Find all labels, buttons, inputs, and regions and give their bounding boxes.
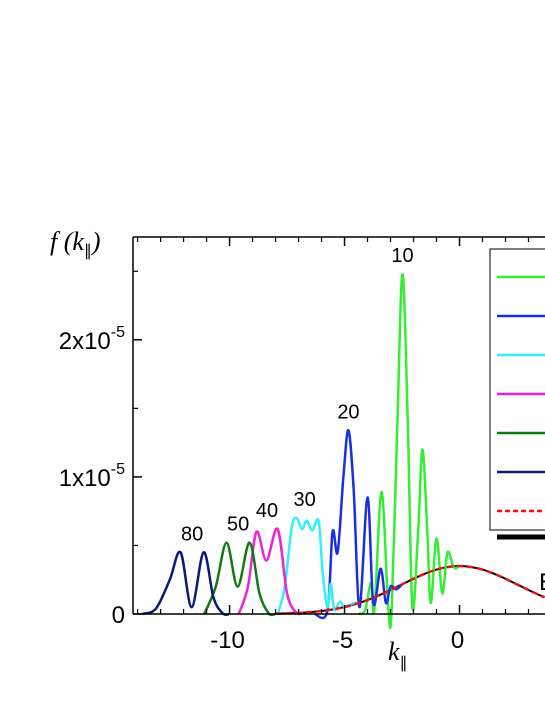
- y-tick-label: 1x10-5: [59, 461, 125, 492]
- y-axis-title: f (k∥): [50, 227, 101, 260]
- y-tick-label: 2x10-5: [59, 324, 125, 355]
- y-tick-label: 0: [112, 602, 125, 629]
- y-tick-label-base: 1x10: [59, 465, 111, 492]
- y-tick-label-exponent: -5: [111, 461, 125, 478]
- x-tick-label: -10: [210, 627, 245, 654]
- y-tick-label-base: 2x10: [59, 328, 111, 355]
- x-tick-label: -5: [332, 627, 353, 654]
- series-line: [237, 527, 304, 616]
- curve-label: 50: [227, 514, 249, 536]
- x-tick-label: 0: [451, 627, 464, 654]
- curve-label: 30: [293, 489, 315, 511]
- curve-label: 40: [256, 500, 278, 522]
- series-line: [357, 272, 461, 630]
- series-line: [141, 550, 230, 616]
- curve-label: 10: [391, 245, 413, 267]
- curve-label: 80: [181, 523, 203, 545]
- series-line: [275, 564, 545, 615]
- curve-label: 20: [337, 401, 359, 423]
- series-line: [314, 429, 403, 620]
- series-line: [276, 516, 357, 615]
- y-tick-label-exponent: -5: [111, 324, 125, 341]
- legend-box: [489, 248, 545, 531]
- x-axis-title: k∥: [388, 637, 408, 672]
- series-line: [203, 541, 276, 617]
- annotation: E: [539, 569, 545, 596]
